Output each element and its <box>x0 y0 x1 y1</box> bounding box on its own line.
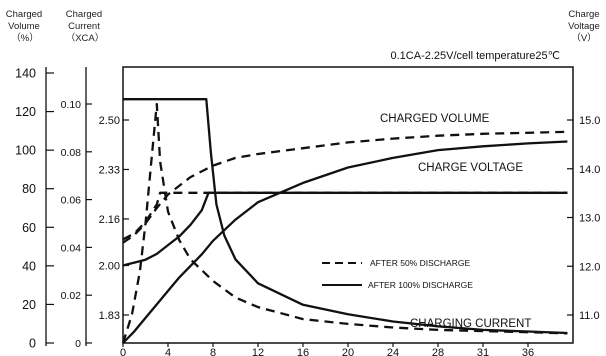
current-title-line-1: Charged <box>66 9 102 20</box>
series-volume-after-50 <box>122 130 568 244</box>
x-tick-label: 0 <box>120 347 126 356</box>
current-tick-label: 0.10 <box>61 99 82 111</box>
current-title-line-2: Current <box>68 21 100 32</box>
label-charged-volume: CHARGED VOLUME <box>380 113 490 125</box>
volume-tick-label: 20 <box>22 298 36 312</box>
legend: AFTER 50% DISCHARGE AFTER 100% DISCHARGE <box>322 258 473 290</box>
volume-tick-label: 140 <box>15 67 36 81</box>
x-tick-label: 12 <box>252 347 264 356</box>
volume-title-line-3: （%） <box>11 32 38 44</box>
legend-solid-label: AFTER 100% DISCHARGE <box>368 280 473 290</box>
volume-tick-label: 80 <box>22 182 36 196</box>
series-volume-after-100 <box>122 140 568 344</box>
x-tick-label: 8 <box>210 347 216 356</box>
label-charge-voltage: CHARGE VOLTAGE <box>418 162 523 174</box>
series-voltage-after-100 <box>122 191 568 267</box>
volume-tick-label: 0 <box>29 337 36 351</box>
test-condition: 0.1CA-2.25V/cell temperature25℃ <box>391 50 561 62</box>
legend-dashed-label: AFTER 50% DISCHARGE <box>370 258 470 268</box>
current-tick-label: 0.04 <box>61 242 82 254</box>
cell-voltage-tick-label: 2.16 <box>99 214 120 226</box>
voltage-title-line-2: Voltage <box>568 21 600 32</box>
volume-tick-label: 60 <box>22 221 36 235</box>
volume-axis-title: Charged Volume （%） <box>6 9 42 44</box>
label-charging-current: CHARGING CURRENT <box>410 318 531 330</box>
cell-voltage-tick-label: 2.50 <box>99 115 120 127</box>
volume-tick-label: 100 <box>15 144 36 158</box>
battery-voltage-tick-label: 15.0 <box>579 115 600 127</box>
battery-voltage-tick-label: 12.0 <box>579 261 600 273</box>
volume-tick-label: 120 <box>15 105 36 119</box>
battery-voltage-tick-label: 14.0 <box>579 164 600 176</box>
volume-title-line-1: Charged <box>6 9 42 20</box>
voltage-axis-title: Charge Voltage （V） <box>568 9 600 44</box>
battery-voltage-tick-label: 11.0 <box>579 310 600 322</box>
series-current-after-100 <box>123 98 568 335</box>
x-tick-label: 36 <box>522 347 534 356</box>
x-tick-label: 31 <box>477 347 489 356</box>
x-tick-label: 20 <box>342 347 354 356</box>
current-title-line-3: （XCA） <box>66 32 105 44</box>
series-current-after-50 <box>121 102 568 344</box>
current-tick-label: 0.06 <box>61 195 82 207</box>
axis-ticks: 0 4 8 12 16 20 24 28 31 36 0 20 40 60 80 100 120 140 0 0.02… <box>15 67 600 356</box>
cell-voltage-tick-label: 1.83 <box>99 310 120 322</box>
cell-voltage-tick-label: 2.33 <box>99 164 120 176</box>
battery-voltage-tick-label: 13.0 <box>579 213 600 225</box>
current-axis-title: Charged Current （XCA） <box>66 9 105 44</box>
current-tick-label: 0.08 <box>61 147 82 159</box>
voltage-title-line-3: （V） <box>571 32 596 44</box>
x-tick-label: 24 <box>387 347 399 356</box>
cell-voltage-tick-label: 2.00 <box>99 261 120 273</box>
volume-title-line-2: Volume <box>8 21 40 32</box>
curves <box>121 98 568 344</box>
current-tick-label: 0.02 <box>61 290 82 302</box>
x-tick-label: 16 <box>297 347 309 356</box>
voltage-title-line-1: Charge <box>568 9 599 20</box>
x-tick-label: 28 <box>432 347 444 356</box>
volume-tick-label: 40 <box>22 259 36 273</box>
x-tick-label: 4 <box>165 347 171 356</box>
current-tick-label: 0 <box>75 338 81 350</box>
